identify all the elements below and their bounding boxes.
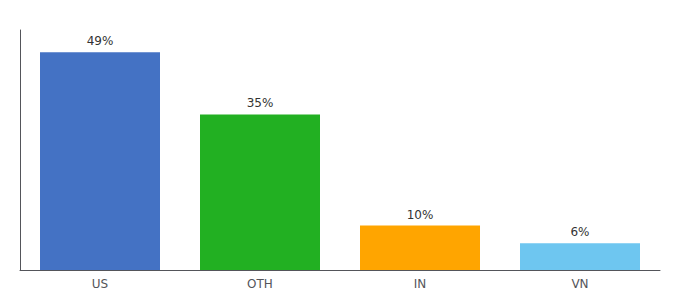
- svg-text:OTH: OTH: [247, 277, 273, 291]
- svg-text:10%: 10%: [407, 208, 434, 222]
- svg-text:35%: 35%: [247, 96, 274, 110]
- svg-text:6%: 6%: [570, 225, 589, 239]
- svg-text:IN: IN: [414, 277, 427, 291]
- svg-text:VN: VN: [571, 277, 588, 291]
- svg-text:49%: 49%: [87, 34, 114, 48]
- svg-text:US: US: [92, 277, 108, 291]
